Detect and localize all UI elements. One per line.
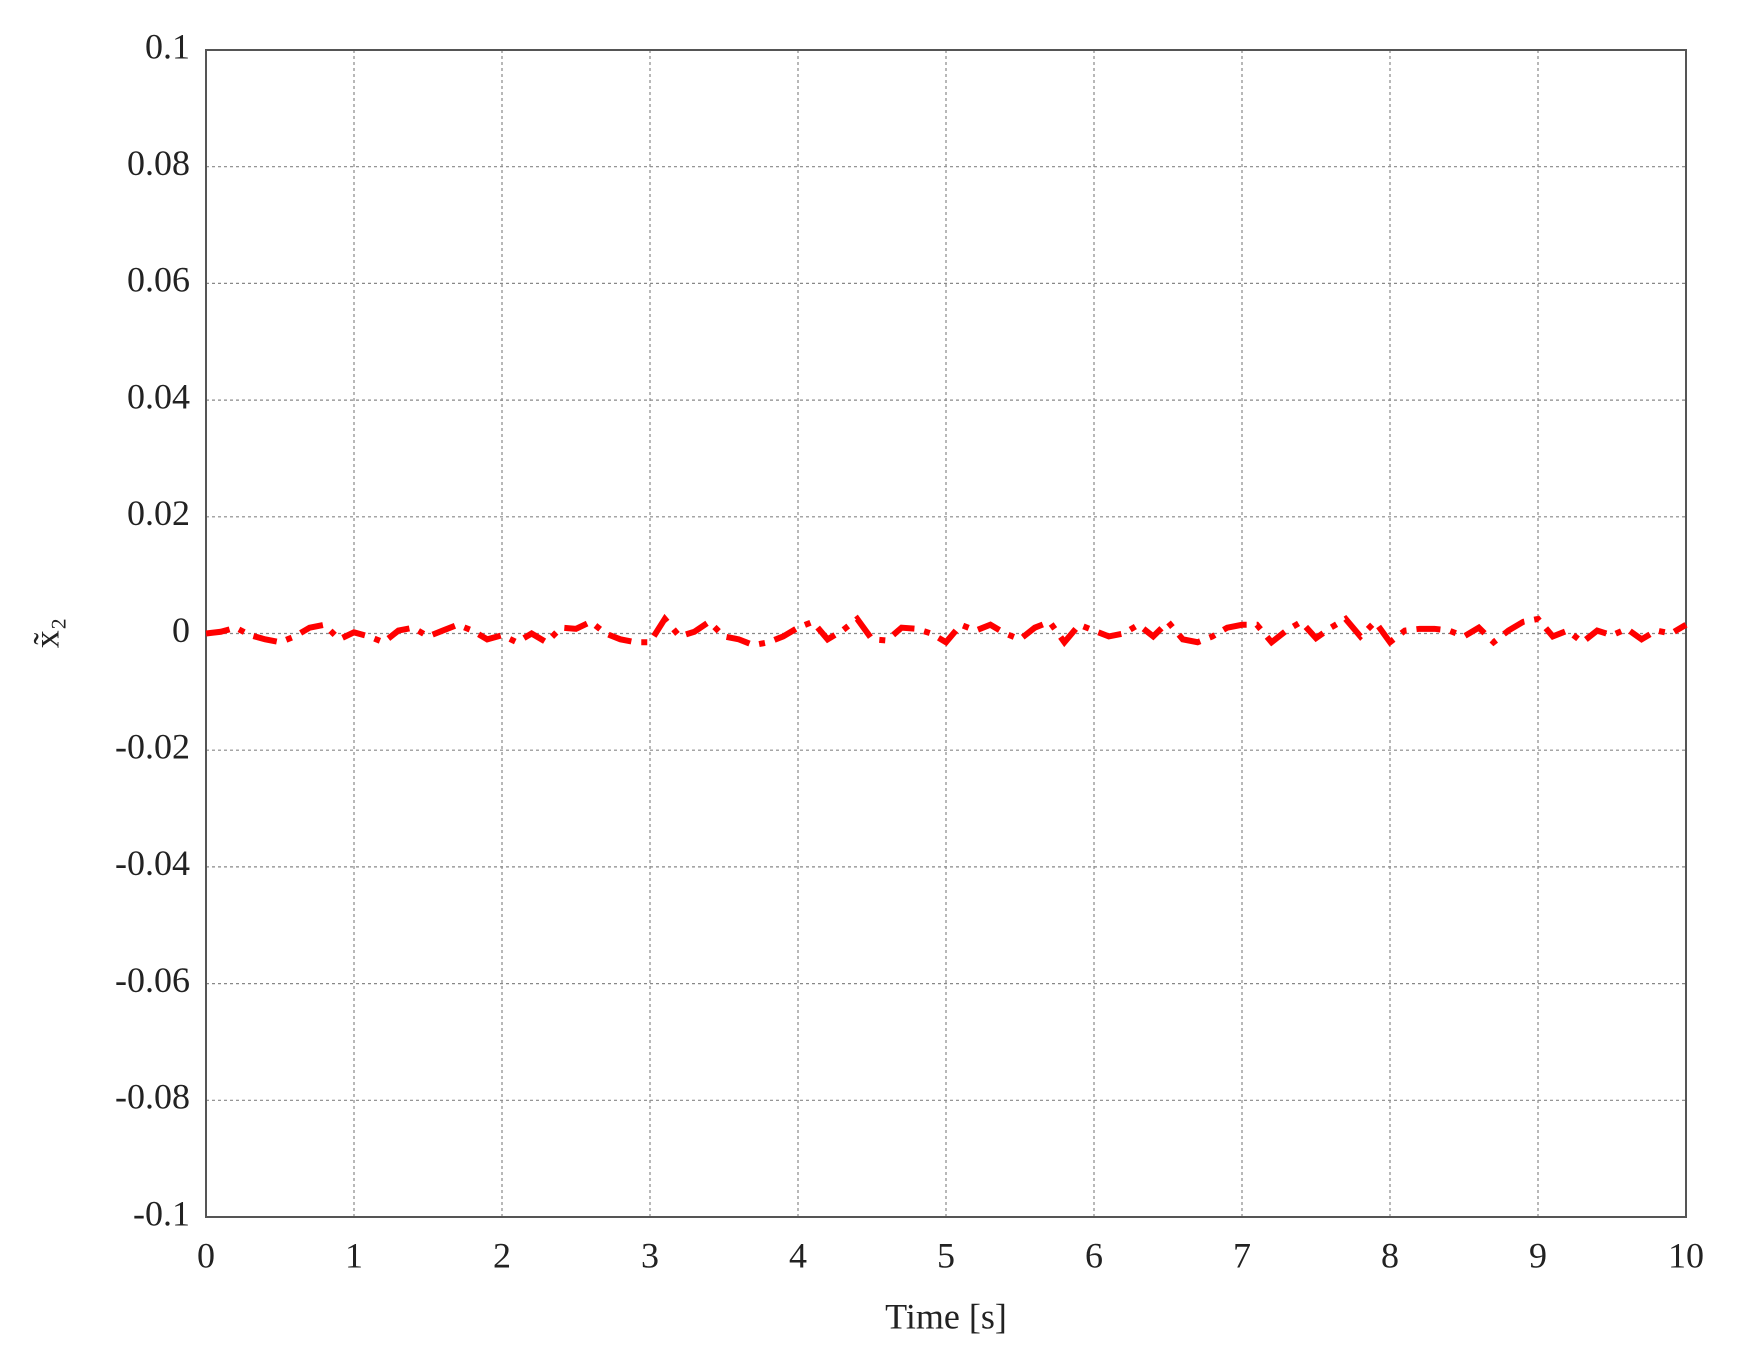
y-tick-label: -0.04 — [115, 843, 190, 883]
x-tick-label: 5 — [937, 1235, 955, 1275]
data-line — [205, 613, 1688, 649]
y-tick-label: 0.04 — [127, 376, 190, 416]
x-tick-label: 3 — [641, 1235, 659, 1275]
y-tick-label: 0.02 — [127, 493, 190, 533]
x-tick-label: 0 — [197, 1235, 215, 1275]
y-tick-label: 0.08 — [127, 143, 190, 183]
y-tick-label: -0.1 — [133, 1193, 190, 1233]
y-tick-label: -0.02 — [115, 726, 190, 766]
y-tick-label: 0.1 — [145, 26, 190, 66]
x-tick-label: 9 — [1529, 1235, 1547, 1275]
y-tick-label: -0.08 — [115, 1077, 190, 1117]
y-tick-label: -0.06 — [115, 960, 190, 1000]
x-tick-label: 10 — [1668, 1235, 1704, 1275]
x-tick-label: 4 — [789, 1235, 807, 1275]
y-tick-label: 0.06 — [127, 260, 190, 300]
x-axis-label: Time [s] — [885, 1296, 1007, 1336]
x-tick-label: 6 — [1085, 1235, 1103, 1275]
x-tick-label: 1 — [345, 1235, 363, 1275]
x-tick-label: 2 — [493, 1235, 511, 1275]
y-axis-label: x̃₂ — [26, 618, 66, 649]
x-tick-label: 8 — [1381, 1235, 1399, 1275]
x-tick-label: 7 — [1233, 1235, 1251, 1275]
y-tick-label: 0 — [172, 610, 190, 650]
